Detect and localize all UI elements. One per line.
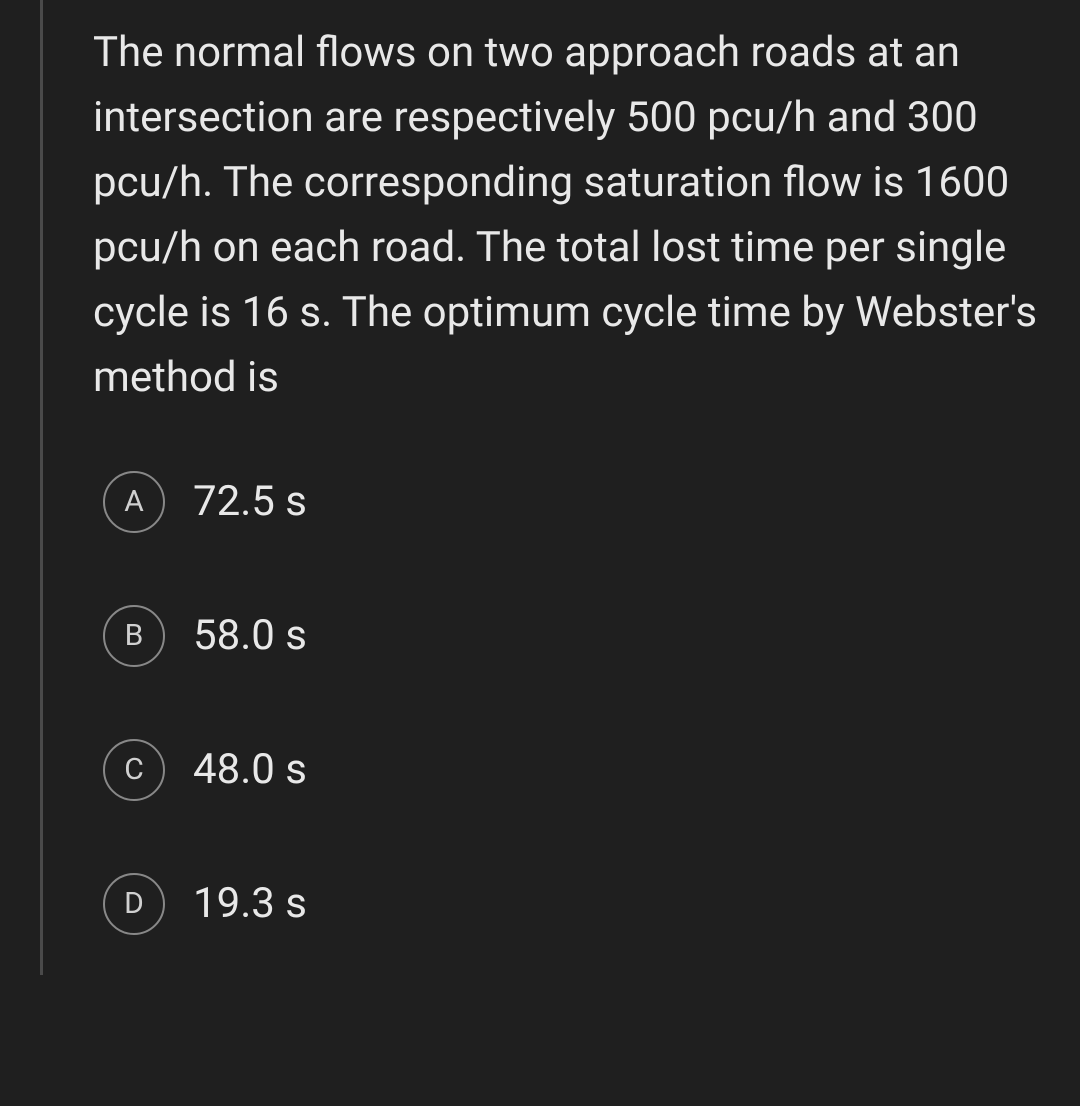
question-container: The normal flows on two approach roads a…	[40, 0, 1080, 975]
option-letter-a: A	[103, 471, 165, 533]
option-text-a: 72.5 s	[193, 477, 307, 526]
option-a[interactable]: A 72.5 s	[103, 471, 1040, 533]
option-text-c: 48.0 s	[193, 745, 307, 794]
option-letter-d: D	[103, 873, 165, 935]
option-c[interactable]: C 48.0 s	[103, 739, 1040, 801]
option-letter-c: C	[103, 739, 165, 801]
option-d[interactable]: D 19.3 s	[103, 873, 1040, 935]
question-text: The normal flows on two approach roads a…	[93, 20, 1040, 411]
option-b[interactable]: B 58.0 s	[103, 605, 1040, 667]
option-text-b: 58.0 s	[193, 611, 307, 660]
options-list: A 72.5 s B 58.0 s C 48.0 s D 19.3 s	[93, 471, 1040, 935]
option-letter-b: B	[103, 605, 165, 667]
option-text-d: 19.3 s	[193, 879, 307, 928]
